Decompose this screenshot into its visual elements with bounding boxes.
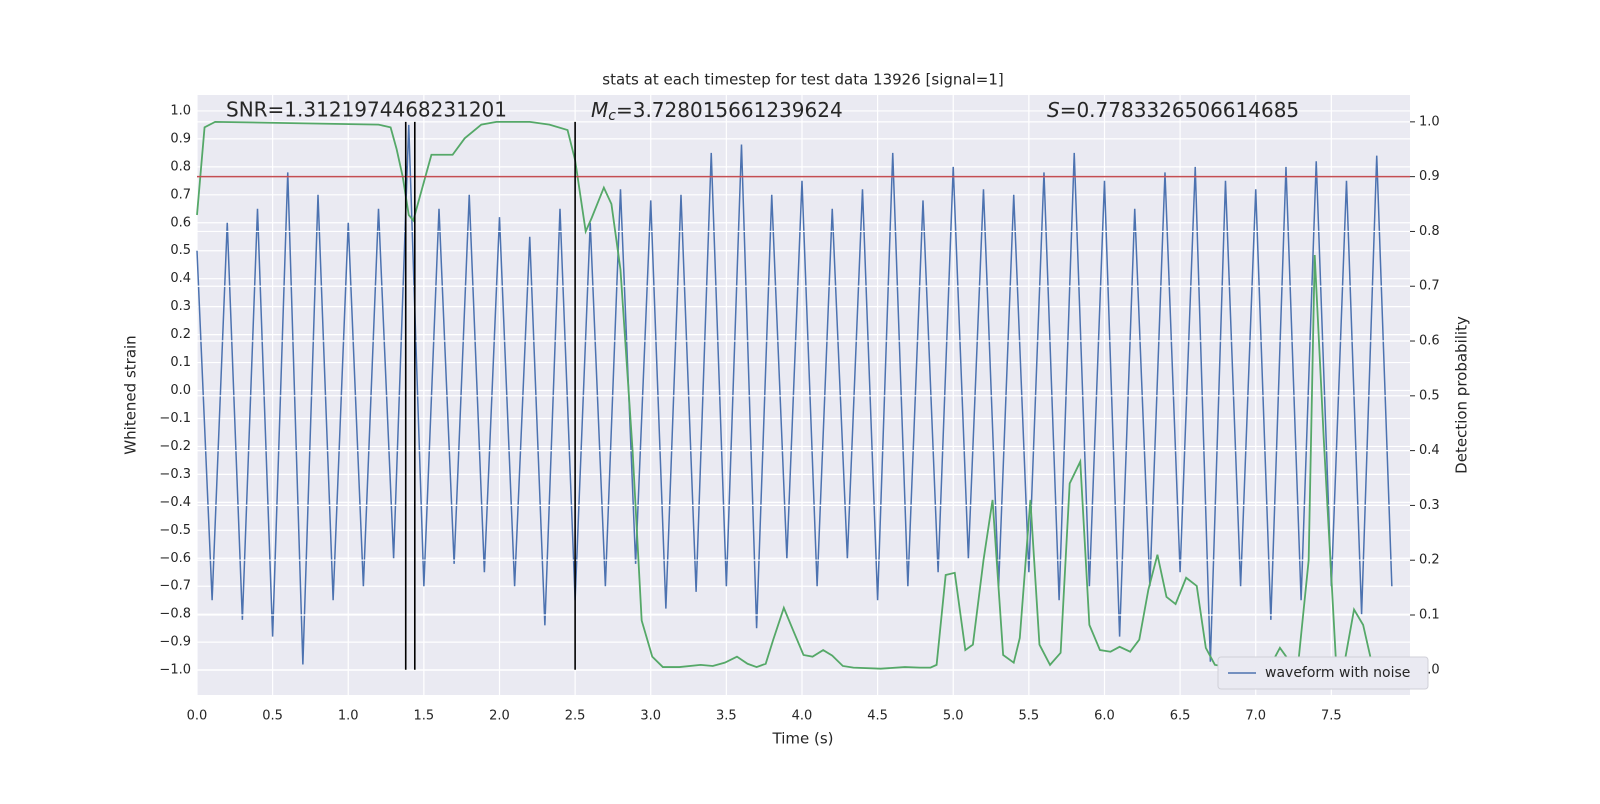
x-tick-label: 5.0	[943, 709, 964, 724]
x-tick-label: 4.5	[867, 709, 888, 724]
x-tick-label: 5.5	[1019, 709, 1040, 724]
annotation-symbol: M	[591, 97, 608, 121]
y-tick-label: −0.1	[159, 411, 191, 426]
x-tick-label: 4.0	[792, 709, 813, 724]
y-tick-label: 0.3	[170, 299, 191, 314]
annotation: Mc=3.728015661239624	[591, 97, 843, 124]
y-tick-label: 0.7	[170, 187, 191, 202]
y2-tick-label: 0.6	[1419, 334, 1440, 349]
y2-tick-label: 0.1	[1419, 608, 1440, 623]
data-layer	[196, 124, 1393, 665]
y-tick-label: −0.9	[159, 635, 191, 650]
y-tick-label: 0.6	[170, 215, 191, 230]
waveform-line	[196, 124, 1393, 665]
y-tick-label: 0.1	[170, 355, 191, 370]
x-tick-label: 6.5	[1170, 709, 1191, 724]
legend-label: waveform with noise	[1265, 665, 1410, 681]
plot-area	[197, 95, 1410, 695]
y-tick-label: 0.2	[170, 327, 191, 342]
y-tick-label: 0.4	[170, 271, 191, 286]
y2-tick-label: 0.3	[1419, 498, 1440, 513]
x-tick-label: 2.0	[489, 709, 510, 724]
x-tick-label: 7.5	[1321, 709, 1342, 724]
y-tick-label: −0.5	[159, 523, 191, 538]
y2-tick-label: 0.7	[1419, 279, 1440, 294]
y2-tick-label: 0.2	[1419, 553, 1440, 568]
y-tick-label: 0.5	[170, 243, 191, 258]
x-tick-label: 1.0	[338, 709, 359, 724]
y-tick-label: −0.7	[159, 579, 191, 594]
annotation: SNR=1.3121974468231201	[226, 97, 507, 121]
y-tick-label: 1.0	[170, 103, 191, 118]
annotation-subscript: c	[608, 108, 616, 124]
annotation-text: =3.728015661239624	[616, 97, 843, 121]
x-tick-label: 3.0	[640, 709, 661, 724]
x-tick-label: 0.0	[187, 709, 208, 724]
y-tick-label: −0.3	[159, 467, 191, 482]
annotation-symbol: S	[1047, 97, 1060, 121]
chart-title: stats at each timestep for test data 139…	[602, 71, 1003, 89]
legend-box	[1217, 656, 1429, 690]
annotation-text: =0.7783326506614685	[1060, 97, 1299, 121]
y-tick-label: 0.8	[170, 159, 191, 174]
y-tick-label: −1.0	[159, 663, 191, 678]
x-tick-label: 0.5	[262, 709, 283, 724]
y-tick-label: −0.8	[159, 607, 191, 622]
y-axis-label: Whitened strain	[122, 335, 140, 454]
y2-tick-label: 0.8	[1419, 224, 1440, 239]
x-tick-label: 3.5	[716, 709, 737, 724]
x-axis-label: Time (s)	[772, 730, 834, 748]
x-tick-label: 7.0	[1245, 709, 1266, 724]
y2-tick-label: 0.4	[1419, 443, 1440, 458]
y2-tick-label: 1.0	[1419, 114, 1440, 129]
y-tick-label: −0.2	[159, 439, 191, 454]
y-tick-label: −0.6	[159, 551, 191, 566]
y2-tick-label: 0.5	[1419, 388, 1440, 403]
y-tick-label: −0.4	[159, 495, 191, 510]
y2-tick-label: 0.9	[1419, 169, 1440, 184]
annotation: S=0.7783326506614685	[1047, 97, 1299, 121]
x-tick-label: 2.5	[565, 709, 586, 724]
x-tick-label: 6.0	[1094, 709, 1115, 724]
y-tick-label: 0.0	[170, 383, 191, 398]
y2-axis-label: Detection probability	[1453, 316, 1471, 474]
y-tick-label: 0.9	[170, 131, 191, 146]
x-tick-label: 1.5	[414, 709, 435, 724]
